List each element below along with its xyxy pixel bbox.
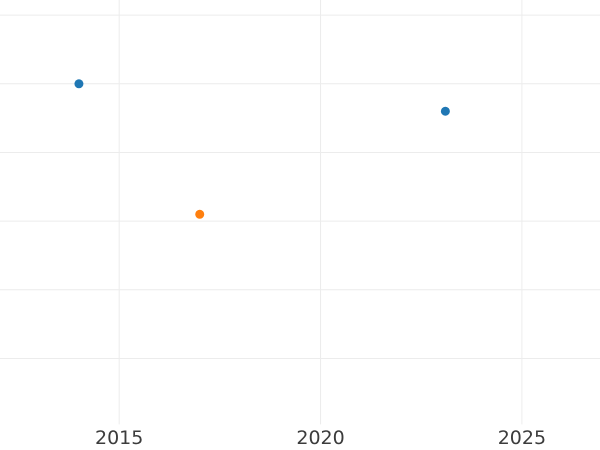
x-tick-label-2020: 2020 bbox=[296, 427, 345, 449]
orange-series-point bbox=[195, 209, 205, 219]
blue-series-point bbox=[440, 106, 450, 116]
horizontal-gridlines bbox=[0, 14, 600, 359]
blue-series-point bbox=[74, 79, 84, 89]
x-tick-label-2015: 2015 bbox=[95, 427, 144, 449]
vertical-gridlines bbox=[118, 0, 523, 425]
x-tick-label-2025: 2025 bbox=[497, 427, 547, 449]
data-points bbox=[74, 79, 450, 219]
